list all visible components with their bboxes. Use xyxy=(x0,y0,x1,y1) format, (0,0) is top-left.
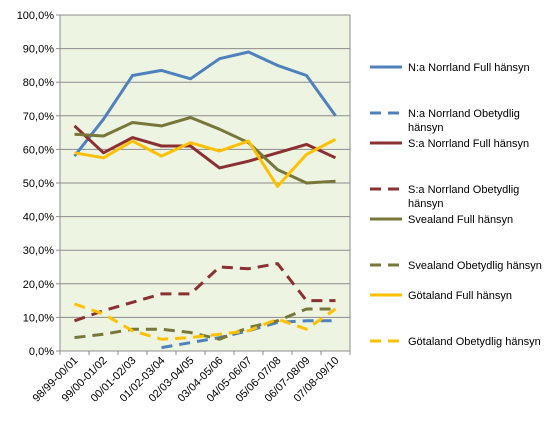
series-line-1 xyxy=(161,319,336,350)
y-tick-label: 20,0% xyxy=(23,279,54,291)
series-line-6 xyxy=(74,137,337,188)
y-tick-label: 60,0% xyxy=(23,144,54,156)
x-axis: 98/99-00/0199/00-01/0200/01-02/0301/02-0… xyxy=(31,351,351,405)
series-line-4 xyxy=(74,116,336,185)
legend-label-1: N:a Norrland Obetydlig hänsyn xyxy=(408,108,520,134)
y-axis: 0,0% 10,0% 20,0% 30,0% 40,0% 50,0% 60,0% 70,0% 8… xyxy=(17,10,60,358)
series-line-0 xyxy=(73,50,337,158)
y-tick-label: 0,0% xyxy=(29,346,54,358)
y-tick-label: 10,0% xyxy=(23,312,54,324)
y-tick-label: 50,0% xyxy=(23,178,54,190)
series-line-5 xyxy=(74,307,336,341)
y-tick-label: 90,0% xyxy=(23,44,54,56)
y-tick-label: 70,0% xyxy=(23,111,54,123)
series-line-3 xyxy=(74,262,336,323)
legend-label-7: Götaland Obetydlig hänsyn xyxy=(408,336,541,348)
legend-label-3: S:a Norrland Obetydlig hänsyn xyxy=(408,184,519,210)
series-lines xyxy=(73,50,337,350)
y-tick-label: 100,0% xyxy=(17,10,55,22)
y-tick-label: 40,0% xyxy=(23,212,54,224)
legend: N:a Norrland Full hänsyn N:a Norrland Obe… xyxy=(370,62,542,348)
legend-label-0: N:a Norrland Full hänsyn xyxy=(408,62,530,74)
legend-label-5: Svealand Obetydlig hänsyn xyxy=(408,260,542,272)
series-line-2 xyxy=(73,124,337,170)
legend-label-4: Svealand Full hänsyn xyxy=(408,214,513,226)
y-tick-label: 80,0% xyxy=(23,77,54,89)
y-tick-label: 30,0% xyxy=(23,245,54,257)
legend-label-6: Götaland Full hänsyn xyxy=(408,290,512,302)
legend-label-2: S:a Norrland Full hänsyn xyxy=(408,138,529,150)
